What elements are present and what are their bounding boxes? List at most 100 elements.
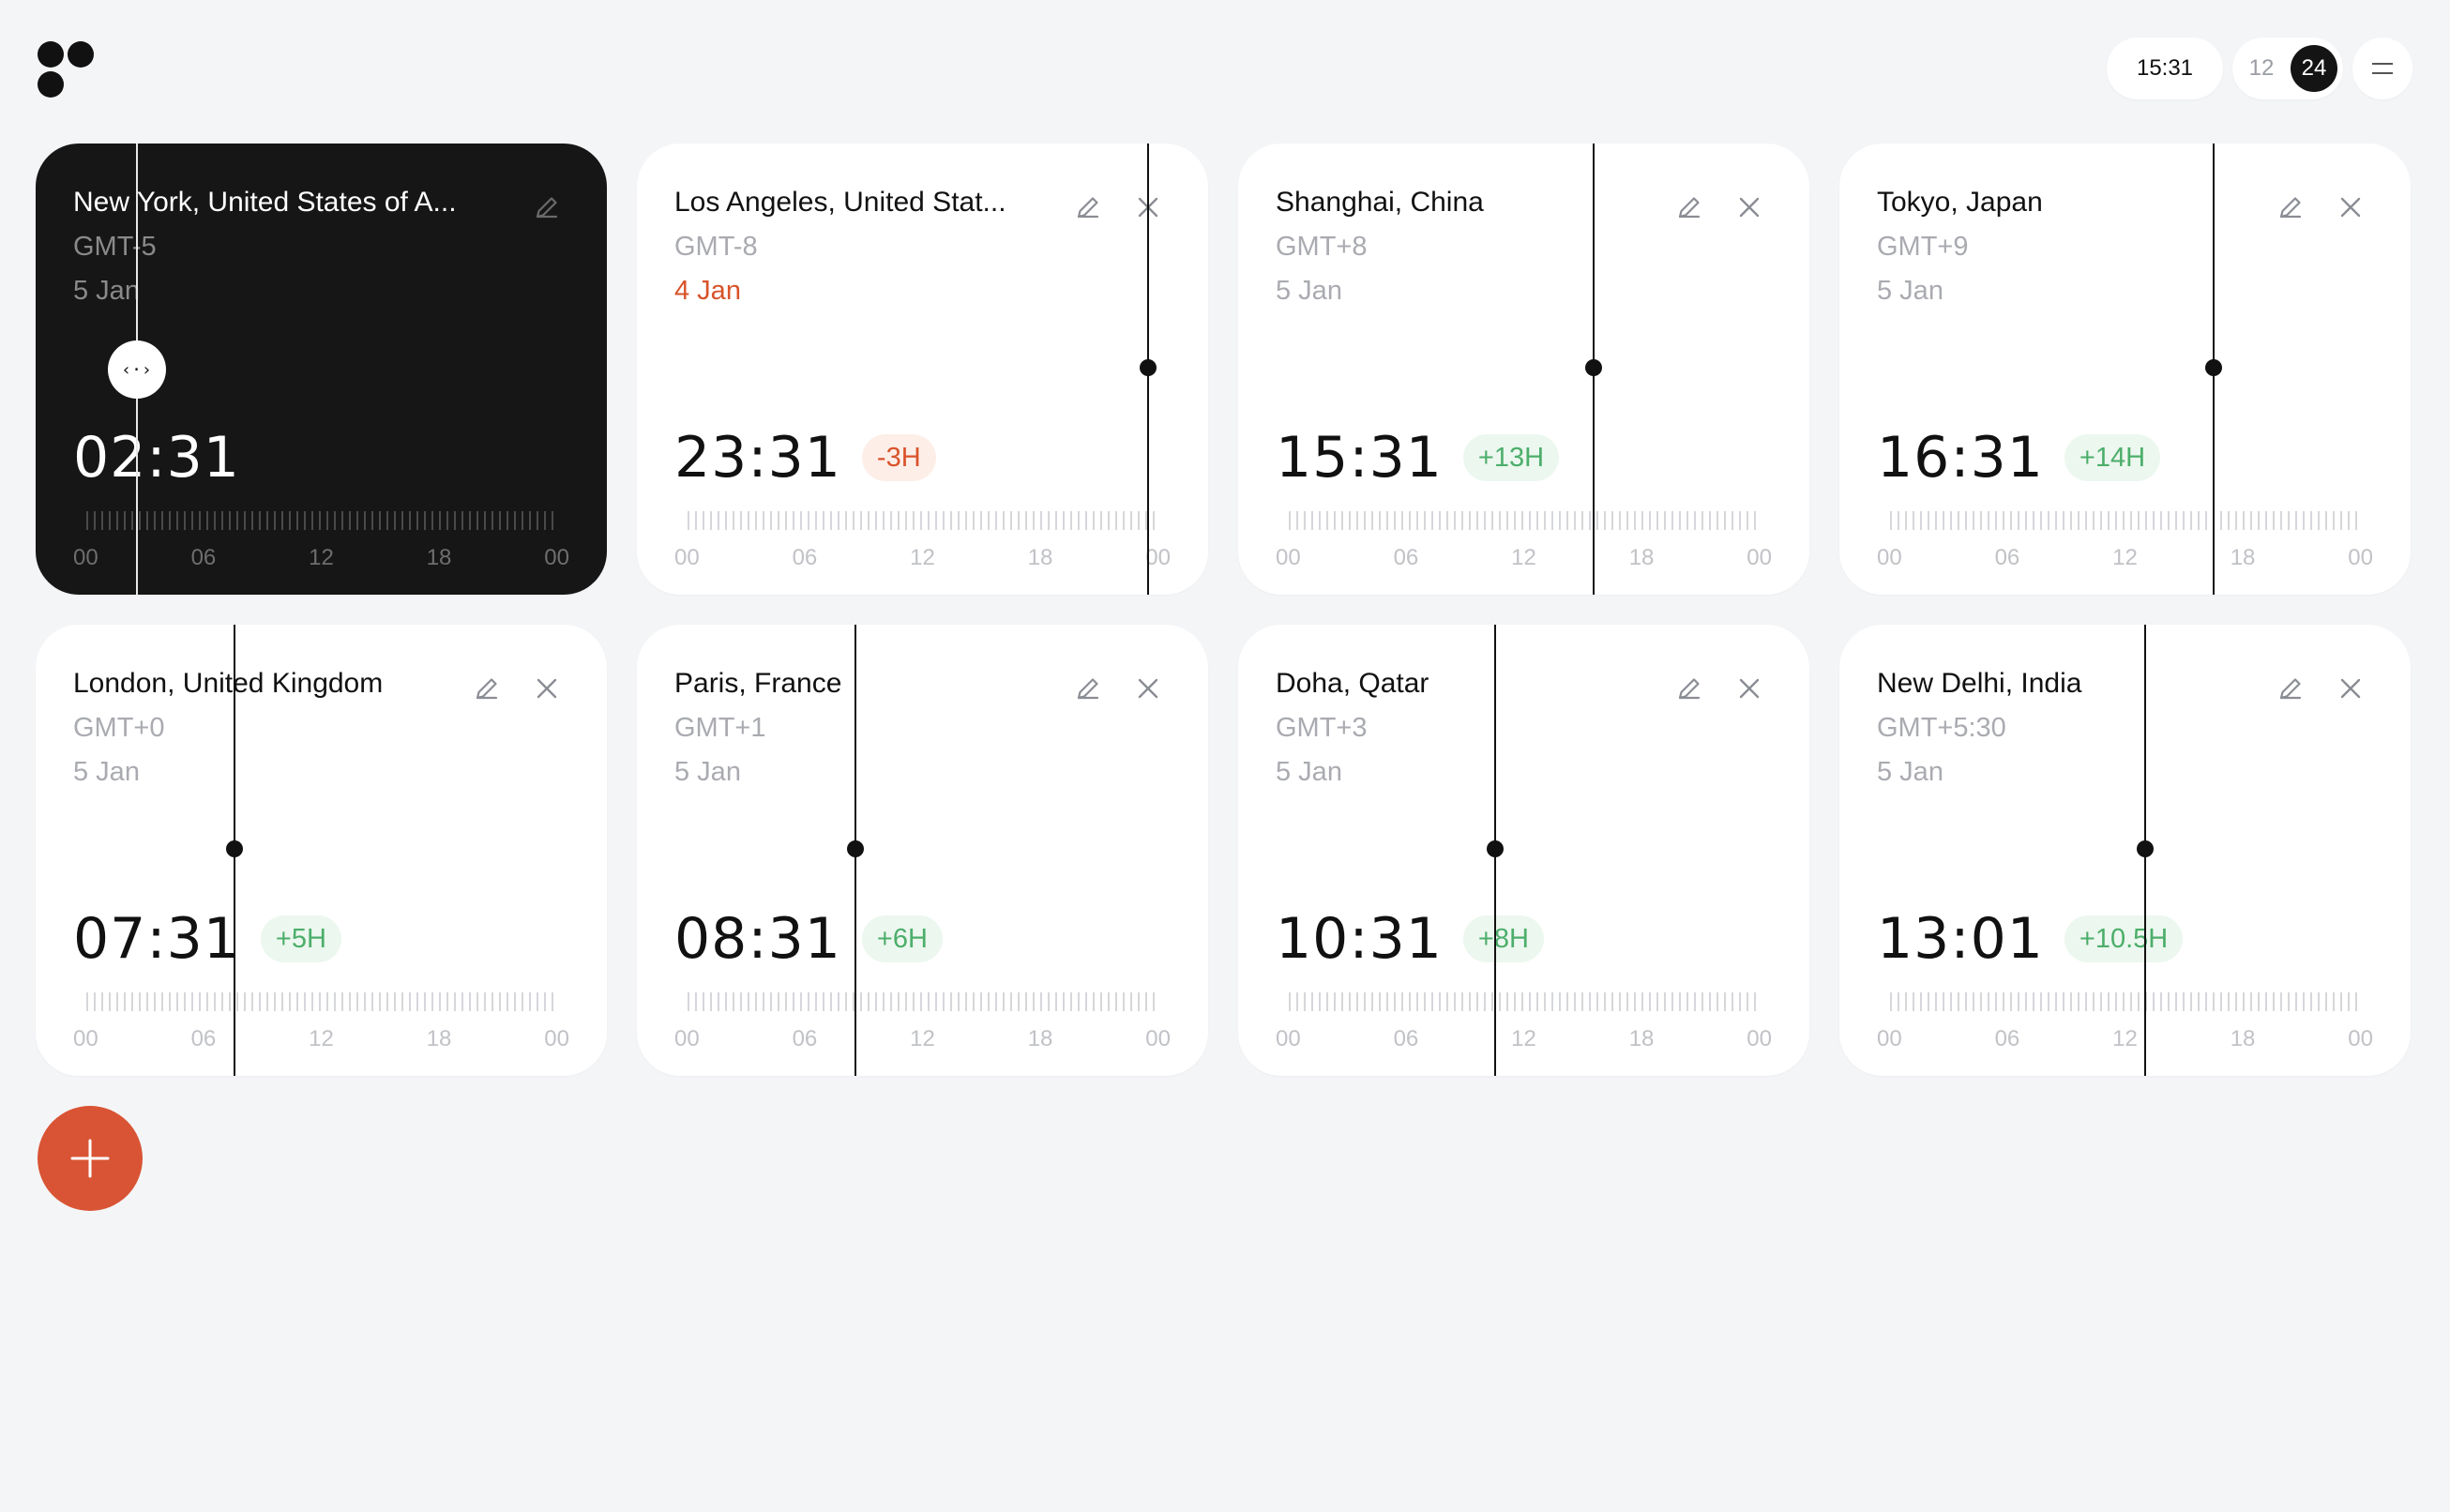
timeline-scale[interactable] [1890, 511, 2359, 530]
remove-button[interactable] [2334, 672, 2367, 705]
time-row: 23:31 -3H [674, 425, 936, 491]
edit-button[interactable] [1672, 672, 1706, 705]
drag-handle[interactable]: ‹·› [107, 340, 166, 399]
gmt-offset: GMT+0 [73, 713, 165, 743]
pencil-icon [476, 678, 498, 700]
edit-button[interactable] [2274, 672, 2307, 705]
add-timezone-button[interactable] [38, 1106, 143, 1211]
close-icon [1739, 197, 1760, 218]
hour-label: 12 [2112, 1026, 2138, 1051]
time-row: 08:31 +6H [674, 906, 943, 972]
edit-button[interactable] [470, 672, 504, 705]
hour-label: 00 [544, 1026, 569, 1051]
timeline-hour-labels: 00 06 12 18 00 [1877, 545, 2373, 571]
hour-label: 18 [2230, 1026, 2256, 1051]
edit-button[interactable] [1071, 190, 1105, 224]
timeline-scale[interactable] [1289, 511, 1758, 530]
timeline-scale[interactable] [86, 511, 555, 530]
timeline-scale[interactable] [86, 992, 555, 1011]
remove-button[interactable] [1732, 190, 1766, 224]
hour-label: 00 [1276, 545, 1301, 570]
timeline-scale[interactable] [688, 992, 1157, 1011]
timezone-card[interactable]: Shanghai, China GMT+8 5 Jan 15:31 +13H 0… [1238, 144, 1809, 595]
timezone-card[interactable]: New York, United States of A... GMT-5 5 … [36, 144, 607, 595]
remove-button[interactable] [2334, 190, 2367, 224]
close-icon [1138, 678, 1158, 699]
hour-label: 18 [2230, 545, 2256, 570]
time-format-toggle[interactable]: 12 24 [2232, 38, 2343, 99]
remove-button[interactable] [1732, 672, 1766, 705]
timezone-card[interactable]: New Delhi, India GMT+5:30 5 Jan 13:01 +1… [1839, 625, 2411, 1076]
hour-label: 06 [1393, 545, 1419, 570]
timeline-hour-labels: 00 06 12 18 00 [674, 545, 1171, 571]
remove-button[interactable] [530, 672, 564, 705]
marker-dot [2205, 359, 2222, 376]
close-icon [2340, 197, 2361, 218]
format-12h-option[interactable]: 12 [2248, 55, 2275, 81]
hour-label: 00 [1877, 545, 1902, 570]
pencil-icon [1077, 678, 1099, 700]
card-actions [1672, 190, 1766, 224]
hour-label: 18 [1628, 545, 1655, 570]
marker-dot [1140, 359, 1157, 376]
gmt-offset: GMT+3 [1276, 713, 1368, 743]
local-time: 23:31 [674, 425, 841, 491]
menu-icon [2372, 63, 2393, 74]
card-actions [470, 672, 564, 705]
gmt-offset: GMT+5:30 [1877, 713, 2006, 743]
city-name: Shanghai, China [1276, 187, 1484, 218]
app-logo[interactable] [38, 41, 99, 98]
hour-label: 12 [1511, 545, 1536, 570]
pencil-icon [2279, 197, 2302, 219]
local-time: 02:31 [73, 425, 240, 491]
edit-button[interactable] [1071, 672, 1105, 705]
card-header: Shanghai, China GMT+8 5 Jan [1276, 187, 1772, 307]
hour-label: 00 [1276, 1026, 1301, 1051]
timezone-card[interactable]: Paris, France GMT+1 5 Jan 08:31 +6H 00 06… [637, 625, 1208, 1076]
city-name: Paris, France [674, 668, 842, 699]
gmt-offset: GMT-8 [674, 232, 758, 262]
edit-button[interactable] [530, 190, 564, 224]
local-date: 5 Jan [1877, 757, 1943, 787]
city-name: Tokyo, Japan [1877, 187, 2043, 218]
local-date: 5 Jan [73, 276, 140, 306]
hour-label: 00 [1747, 1026, 1772, 1051]
timeline-scale[interactable] [688, 511, 1157, 530]
local-date: 5 Jan [73, 757, 140, 787]
remove-button[interactable] [1131, 672, 1165, 705]
top-controls: 15:31 12 24 [2107, 38, 2412, 99]
hour-label: 18 [1027, 1026, 1053, 1051]
timeline-hour-labels: 00 06 12 18 00 [1276, 545, 1772, 571]
timeline-hour-labels: 00 06 12 18 00 [1877, 1026, 2373, 1052]
edit-button[interactable] [2274, 190, 2307, 224]
time-difference-badge: +6H [861, 915, 943, 962]
city-name: New York, United States of A... [73, 187, 457, 218]
timezone-card[interactable]: Doha, Qatar GMT+3 5 Jan 10:31 +8H 00 06 12… [1238, 625, 1809, 1076]
plus-icon [70, 1139, 110, 1178]
timeline-scale[interactable] [1890, 992, 2359, 1011]
hour-label: 12 [309, 545, 334, 570]
time-difference-badge: -3H [861, 434, 936, 481]
time-row: 02:31 [73, 425, 240, 491]
card-header: London, United Kingdom GMT+0 5 Jan [73, 668, 569, 788]
time-row: 10:31 +8H [1276, 906, 1544, 972]
time-difference-badge: +8H [1462, 915, 1544, 962]
timezone-card[interactable]: Los Angeles, United Stat... GMT-8 4 Jan … [637, 144, 1208, 595]
hour-label: 00 [73, 1026, 98, 1051]
card-header: Paris, France GMT+1 5 Jan [674, 668, 1171, 788]
time-row: 13:01 +10.5H [1877, 906, 2184, 972]
timeline-scale[interactable] [1289, 992, 1758, 1011]
timezone-card[interactable]: Tokyo, Japan GMT+9 5 Jan 16:31 +14H 00 06… [1839, 144, 2411, 595]
hour-label: 06 [1994, 1026, 2020, 1051]
gmt-offset: GMT+1 [674, 713, 766, 743]
hour-label: 00 [1877, 1026, 1902, 1051]
menu-button[interactable] [2352, 38, 2412, 99]
local-time: 07:31 [73, 906, 240, 972]
edit-button[interactable] [1672, 190, 1706, 224]
local-time: 15:31 [1276, 425, 1443, 491]
hour-label: 12 [910, 1026, 935, 1051]
timezone-card[interactable]: London, United Kingdom GMT+0 5 Jan 07:31… [36, 625, 607, 1076]
format-24h-option[interactable]: 24 [2291, 45, 2337, 92]
hour-label: 06 [792, 545, 818, 570]
hour-label: 12 [910, 545, 935, 570]
